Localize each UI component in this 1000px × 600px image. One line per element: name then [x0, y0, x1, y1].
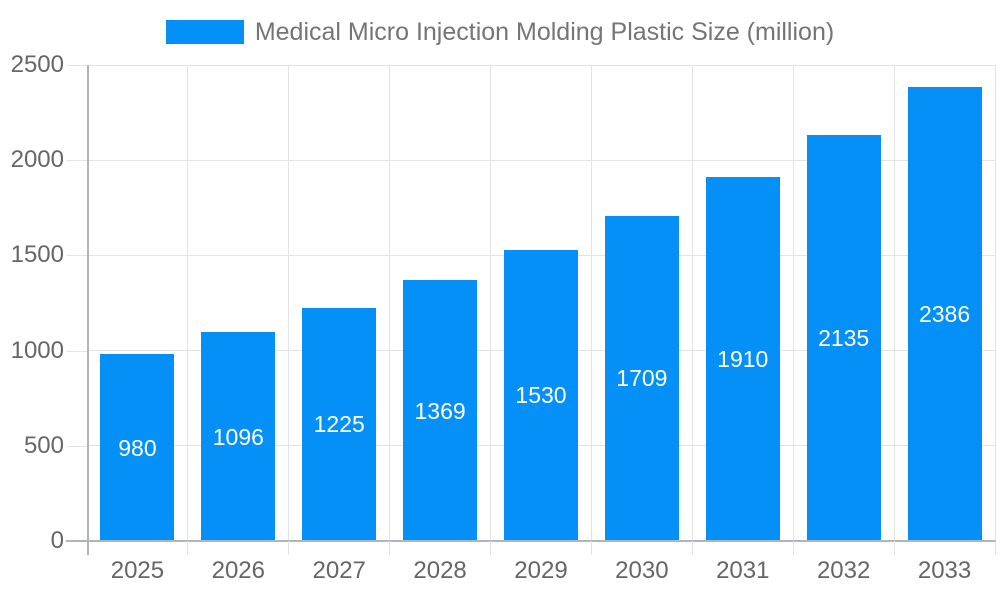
- bar-2029[interactable]: 1530: [504, 249, 578, 541]
- y-tick: [67, 445, 87, 447]
- gridline: [590, 65, 592, 541]
- x-tick: [490, 541, 492, 555]
- x-axis-label: 2031: [716, 557, 770, 584]
- y-axis-label: 1000: [10, 336, 64, 364]
- legend-label: Medical Micro Injection Molding Plastic …: [254, 18, 835, 46]
- bar-value-label: 1225: [313, 411, 365, 438]
- legend-swatch-icon: [165, 20, 244, 44]
- x-tick: [893, 541, 895, 555]
- bar-value-label: 980: [118, 434, 157, 461]
- x-axis-label: 2028: [413, 557, 467, 584]
- x-tick: [590, 541, 592, 555]
- gridline: [187, 65, 189, 541]
- x-axis-line: [66, 540, 996, 542]
- bar-value-label: 1096: [212, 423, 264, 450]
- x-axis-label: 2030: [615, 557, 669, 584]
- bar-2031[interactable]: 1910: [705, 177, 780, 541]
- y-axis-label: 500: [23, 431, 64, 459]
- x-tick: [994, 541, 996, 555]
- bar-2028[interactable]: 1369: [403, 280, 478, 541]
- bar-value-label: 2135: [818, 324, 870, 351]
- y-tick: [67, 350, 87, 352]
- bar-2033[interactable]: 2386: [907, 86, 982, 541]
- legend[interactable]: Medical Micro Injection Molding Plastic …: [0, 19, 1000, 45]
- bar-value-label: 1530: [515, 382, 567, 409]
- gridline: [87, 159, 995, 161]
- gridline: [691, 65, 693, 541]
- x-tick: [792, 541, 794, 555]
- gridline: [792, 65, 794, 541]
- x-axis-label: 2025: [110, 557, 165, 584]
- y-tick: [67, 255, 87, 257]
- x-axis-label: 2029: [514, 557, 568, 584]
- x-axis-label: 2027: [312, 557, 366, 584]
- bar-2025[interactable]: 980: [100, 354, 175, 541]
- gridline: [490, 65, 492, 541]
- gridline: [893, 65, 895, 541]
- bar-2030[interactable]: 1709: [604, 215, 679, 541]
- x-axis-label: 2026: [211, 557, 265, 584]
- x-axis-label: 2032: [816, 557, 871, 584]
- y-axis-line: [87, 65, 89, 555]
- x-tick: [187, 541, 189, 555]
- bar-value-label: 1369: [414, 397, 466, 424]
- bar-2027[interactable]: 1225: [302, 307, 377, 541]
- bar-2032[interactable]: 2135: [806, 134, 881, 541]
- x-tick: [389, 541, 391, 555]
- y-tick: [67, 65, 87, 66]
- x-tick: [288, 541, 290, 555]
- plot-area: 980 1096 1225 1369 1530 1709 1910 2135 2386: [87, 64, 996, 541]
- gridline: [288, 65, 290, 541]
- x-axis-label: 2033: [917, 557, 972, 584]
- y-axis-label: 2000: [10, 146, 64, 174]
- y-tick: [67, 160, 87, 162]
- bar-value-label: 1910: [717, 346, 769, 373]
- y-axis-label: 1500: [10, 241, 64, 269]
- gridline: [389, 65, 391, 541]
- x-tick: [691, 541, 693, 555]
- bar-2026[interactable]: 1096: [201, 332, 276, 541]
- gridline: [994, 65, 996, 541]
- bar-value-label: 1709: [616, 365, 668, 392]
- y-axis-label: 0: [50, 527, 64, 554]
- gridline: [87, 64, 995, 66]
- y-axis-label: 2500: [10, 51, 64, 78]
- bar-value-label: 2386: [918, 300, 971, 327]
